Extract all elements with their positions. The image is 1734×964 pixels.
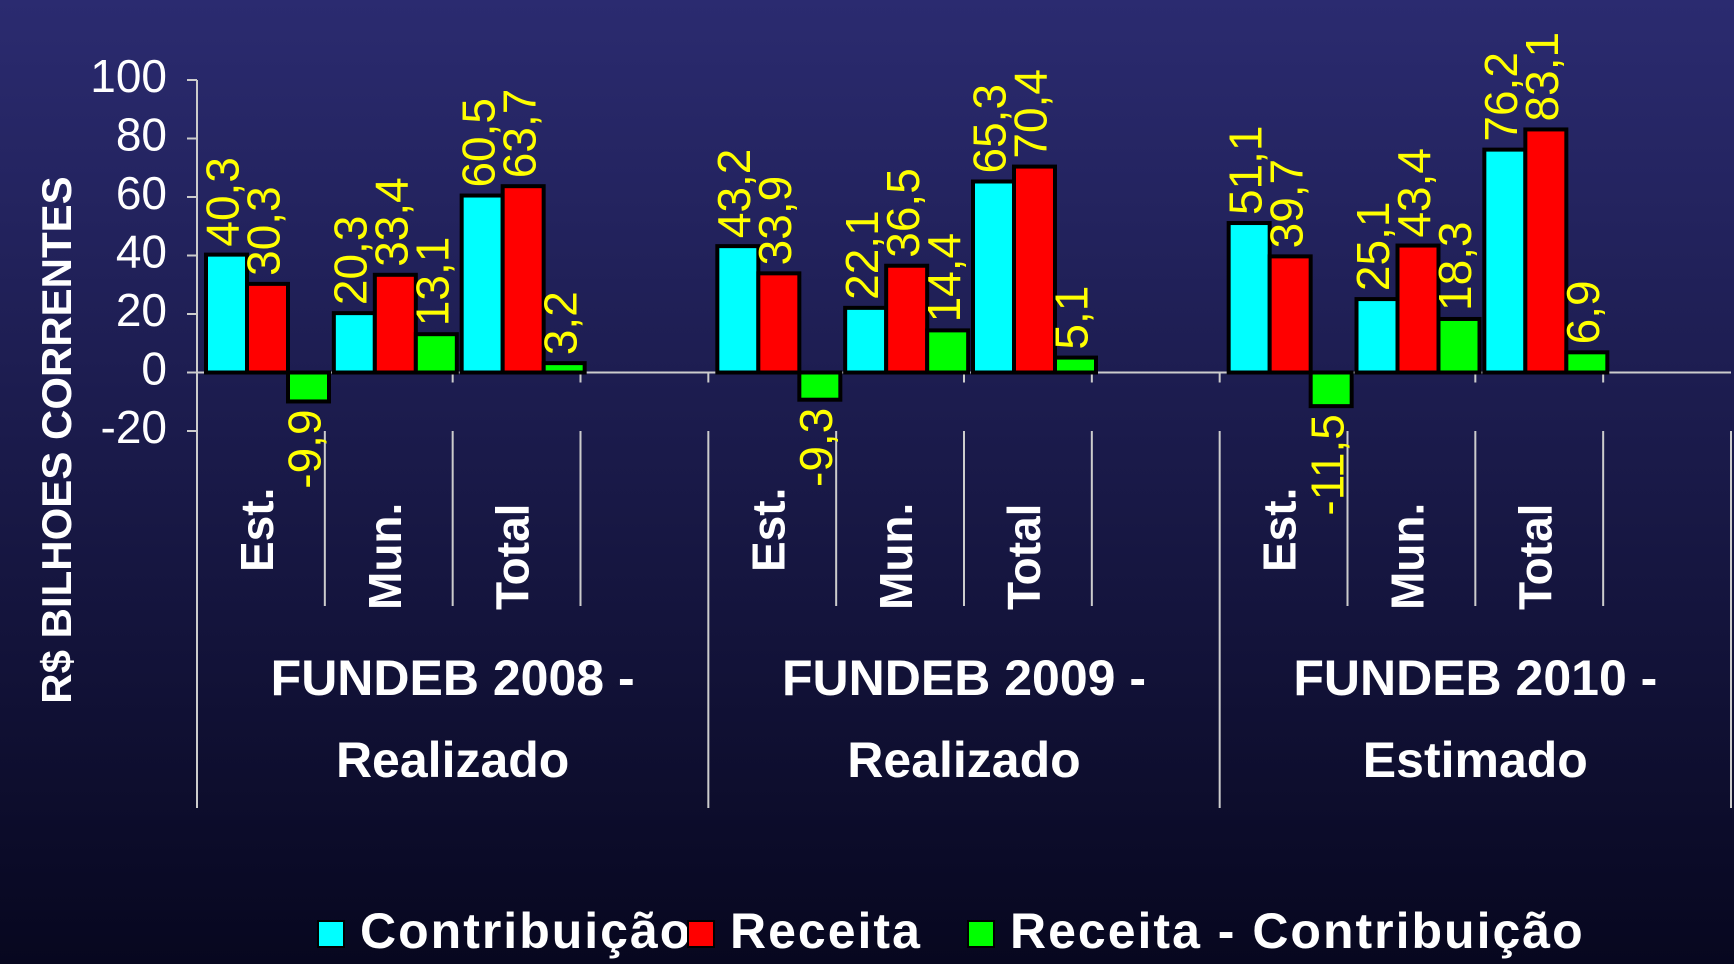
data-label: 14,4 — [918, 233, 970, 323]
group-label: FUNDEB 2008 - — [271, 650, 635, 706]
data-label: 6,9 — [1557, 280, 1609, 344]
bar — [1308, 370, 1354, 409]
data-label: 33,9 — [749, 176, 801, 266]
bar — [1523, 127, 1569, 375]
legend-label: Receita - Contribuição — [1010, 903, 1585, 959]
bar — [1267, 254, 1313, 375]
x-tick-label: Est. — [1254, 488, 1306, 572]
y-tick-label: 40 — [116, 226, 167, 278]
group-label: Realizado — [336, 732, 569, 788]
legend-label: Receita — [730, 903, 922, 959]
data-label: 60,5 — [452, 98, 504, 188]
bar — [1395, 243, 1441, 375]
data-label: 43,2 — [708, 149, 760, 239]
bar — [1012, 164, 1057, 375]
bar — [331, 311, 377, 375]
y-tick-label: 60 — [116, 167, 167, 219]
y-tick-label: -20 — [101, 401, 167, 453]
data-label: -9,3 — [790, 408, 842, 487]
data-label: 3,2 — [534, 291, 586, 355]
bar — [1564, 350, 1610, 375]
data-label: 83,1 — [1516, 32, 1568, 122]
legend-swatch — [317, 920, 345, 948]
data-label: -11,5 — [1301, 414, 1353, 515]
data-label: 76,2 — [1475, 52, 1527, 142]
data-label: 22,1 — [836, 210, 888, 300]
data-label: 39,7 — [1260, 159, 1312, 249]
x-tick-label: Total — [998, 504, 1050, 610]
bar — [715, 244, 761, 375]
bar — [286, 370, 331, 404]
bar — [1436, 316, 1482, 375]
bar — [971, 179, 1016, 375]
data-label: 25,1 — [1347, 202, 1399, 292]
x-tick-label: Est. — [231, 488, 283, 572]
bar — [1482, 147, 1528, 375]
data-label: 51,1 — [1219, 126, 1271, 216]
data-label: 13,1 — [406, 237, 458, 327]
data-label: -9,9 — [279, 409, 331, 488]
data-label: 30,3 — [238, 186, 290, 276]
data-label: 5,1 — [1046, 286, 1098, 350]
data-label: 18,3 — [1429, 221, 1481, 311]
bar — [459, 193, 505, 375]
x-tick-label: Mun. — [359, 503, 411, 610]
x-tick-label: Total — [1509, 504, 1561, 610]
y-tick-label: 80 — [116, 109, 167, 161]
bar — [204, 252, 249, 375]
bar — [413, 332, 459, 375]
bar — [884, 263, 930, 375]
group-label: Estimado — [1363, 732, 1588, 788]
group-label: FUNDEB 2009 - — [782, 650, 1146, 706]
bar — [500, 184, 546, 375]
x-tick-label: Mun. — [1382, 503, 1434, 610]
bar — [756, 271, 802, 375]
bar — [925, 328, 971, 375]
group-label: FUNDEB 2010 - — [1293, 650, 1657, 706]
y-tick-label: 0 — [141, 343, 167, 395]
bar — [372, 272, 418, 375]
legend-swatch — [687, 920, 715, 948]
data-label: 63,7 — [493, 89, 545, 179]
data-label: 33,4 — [365, 177, 417, 267]
bar — [797, 370, 843, 402]
data-label: 70,4 — [1005, 69, 1057, 159]
group-label: Realizado — [847, 732, 1080, 788]
x-tick-label: Mun. — [870, 503, 922, 610]
data-label: 65,3 — [964, 84, 1016, 174]
y-tick-label: 100 — [90, 50, 167, 102]
data-label: 20,3 — [324, 216, 376, 306]
bar — [1354, 297, 1400, 375]
legend-swatch — [967, 920, 995, 948]
x-tick-label: Total — [487, 504, 539, 610]
bar — [541, 361, 587, 375]
bar — [843, 305, 889, 375]
data-label: 36,5 — [877, 168, 929, 258]
y-tick-label: 20 — [116, 284, 167, 336]
data-label: 43,4 — [1388, 148, 1440, 238]
y-axis-title: R$ BILHOES CORRENTES — [33, 176, 80, 703]
legend-label: Contribuição — [360, 903, 692, 959]
bar — [245, 281, 290, 375]
data-label: 40,3 — [197, 157, 249, 247]
bar — [1053, 355, 1098, 375]
x-tick-label: Est. — [742, 488, 794, 572]
